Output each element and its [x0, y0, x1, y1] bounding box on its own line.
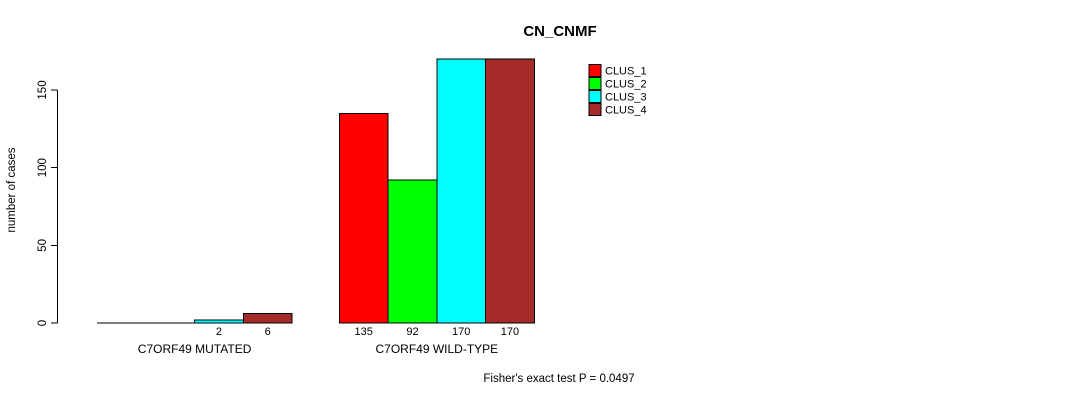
legend-label: CLUS_2 [605, 79, 647, 91]
group-labels: C7ORF49 MUTATED C7ORF49 WILD-TYPE [138, 342, 498, 356]
bar [194, 319, 244, 324]
legend-item: CLUS_1 [588, 64, 647, 78]
y-tick-label: 100 [37, 158, 49, 177]
y-axis: 0 50 100 150 [37, 80, 58, 326]
group-label: C7ORF49 MUTATED [138, 342, 252, 356]
legend-label: CLUS_3 [605, 92, 647, 104]
y-tick-label: 50 [37, 239, 49, 252]
legend-item: CLUS_3 [588, 90, 647, 104]
bars [97, 58, 535, 324]
bar-value-label: 2 [216, 326, 222, 338]
group-label: C7ORF49 WILD-TYPE [375, 342, 498, 356]
legend-item: CLUS_4 [588, 103, 647, 117]
bar-value-label: 170 [501, 326, 519, 338]
legend-item: CLUS_2 [588, 77, 647, 91]
bar [242, 313, 293, 324]
bar-value-label: 135 [355, 326, 373, 338]
bar [387, 179, 438, 324]
footnote: Fisher's exact test P = 0.0497 [483, 373, 634, 385]
bar [338, 112, 389, 324]
bar [436, 58, 487, 324]
y-tick-label: 0 [37, 320, 49, 326]
legend-label: CLUS_4 [605, 105, 647, 117]
y-tick-label: 150 [37, 80, 49, 99]
legend-swatch [588, 77, 602, 91]
legend-swatch [588, 64, 602, 78]
legend-swatch [588, 90, 602, 104]
y-axis-label: number of cases [6, 147, 18, 232]
bar-value-label: 6 [265, 326, 271, 338]
bar-value-label: 92 [406, 326, 418, 338]
bar [485, 58, 535, 324]
bar-value-label: 170 [452, 326, 470, 338]
chart-title: CN_CNMF [523, 23, 596, 40]
legend-swatch [588, 103, 602, 117]
bar-value-labels: 2 6 135 92 170 170 [216, 326, 519, 338]
legend-label: CLUS_1 [605, 66, 647, 78]
